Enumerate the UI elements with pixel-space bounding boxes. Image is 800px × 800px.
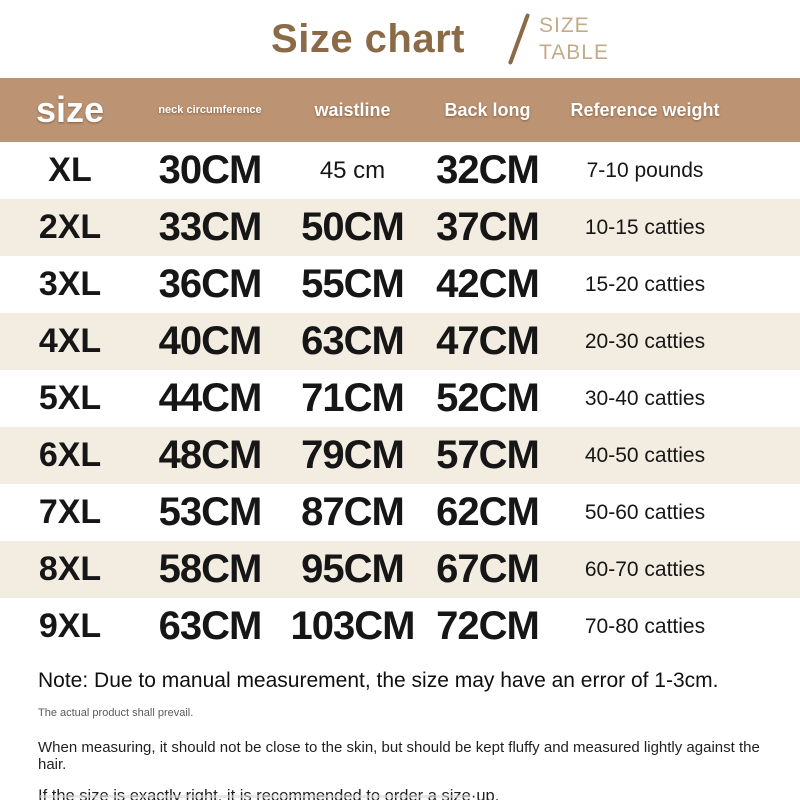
table-row: 8XL 58CM 95CM 67CM 60-70 catties xyxy=(0,541,800,598)
cell-waistline: 79CM xyxy=(301,433,405,477)
note-size-up: If the size is exactly right, it is reco… xyxy=(38,787,500,800)
note-measuring: When measuring, it should not be close t… xyxy=(38,739,760,773)
note-main: Note: Due to manual measurement, the siz… xyxy=(38,669,719,692)
cell-neck-circumference: 33CM xyxy=(158,205,263,249)
cell-back-long: 62CM xyxy=(436,490,540,534)
cell-reference-weight: 70-80 catties xyxy=(584,614,706,638)
cell-waistline: 45 cm xyxy=(319,156,386,184)
subtitle-line-2: TABLE xyxy=(539,41,609,64)
cell-reference-weight: 30-40 catties xyxy=(584,386,706,410)
table-row: 4XL 40CM 63CM 47CM 20-30 catties xyxy=(0,313,800,370)
column-header-reference-weight: Reference weight xyxy=(570,99,720,120)
cell-back-long: 72CM xyxy=(436,604,540,648)
cell-size: 8XL xyxy=(38,550,102,588)
bottom-strip xyxy=(40,795,470,798)
column-header-waistline: waistline xyxy=(314,99,391,120)
cell-size: 5XL xyxy=(38,379,102,417)
cell-neck-circumference: 30CM xyxy=(158,148,263,192)
cell-waistline: 95CM xyxy=(301,547,405,591)
cell-size: XL xyxy=(48,151,92,189)
subtitle-line-1: SIZE xyxy=(539,13,590,37)
column-header-size: size xyxy=(35,89,105,130)
table-row: 6XL 48CM 79CM 57CM 40-50 catties xyxy=(0,427,800,484)
table-row: 9XL 63CM 103CM 72CM 70-80 catties xyxy=(0,598,800,655)
column-header-back-long: Back long xyxy=(444,99,531,120)
cell-neck-circumference: 36CM xyxy=(158,262,263,306)
cell-reference-weight: 20-30 catties xyxy=(584,329,706,353)
cell-neck-circumference: 48CM xyxy=(158,433,263,477)
table-body: XL 30CM 45 cm 32CM 7-10 pounds 2XL 33CM 50CM 37C… xyxy=(0,142,800,655)
cell-neck-circumference: 44CM xyxy=(158,376,263,420)
cell-back-long: 37CM xyxy=(436,205,540,249)
cell-reference-weight: 7-10 pounds xyxy=(586,158,704,182)
slash-divider-icon xyxy=(507,12,531,66)
cell-back-long: 47CM xyxy=(436,319,540,363)
cell-size: 9XL xyxy=(38,607,102,645)
notes-section: Note: Due to manual measurement, the siz… xyxy=(0,655,800,800)
cell-neck-circumference: 40CM xyxy=(158,319,263,363)
table-row: 5XL 44CM 71CM 52CM 30-40 catties xyxy=(0,370,800,427)
cell-back-long: 32CM xyxy=(436,148,540,192)
cell-back-long: 67CM xyxy=(436,547,540,591)
cell-size: 7XL xyxy=(38,493,102,531)
cell-neck-circumference: 58CM xyxy=(158,547,263,591)
cell-back-long: 57CM xyxy=(436,433,540,477)
cell-waistline: 55CM xyxy=(301,262,405,306)
cell-reference-weight: 15-20 catties xyxy=(584,272,706,296)
cell-back-long: 42CM xyxy=(436,262,540,306)
table-row: 7XL 53CM 87CM 62CM 50-60 catties xyxy=(0,484,800,541)
table-row: XL 30CM 45 cm 32CM 7-10 pounds xyxy=(0,142,800,199)
cell-back-long: 52CM xyxy=(436,376,540,420)
note-secondary: The actual product shall prevail. xyxy=(38,707,194,719)
cell-reference-weight: 10-15 catties xyxy=(584,215,706,239)
column-header-neck-circumference: neck circumference xyxy=(158,104,262,116)
cell-waistline: 87CM xyxy=(301,490,405,534)
table-header: size neck circumference waistline Back l… xyxy=(0,78,800,142)
cell-size: 3XL xyxy=(38,265,102,303)
cell-waistline: 63CM xyxy=(301,319,405,363)
cell-neck-circumference: 63CM xyxy=(158,604,263,648)
cell-waistline: 71CM xyxy=(301,376,405,420)
title-block: Size chart SIZE TABLE xyxy=(0,0,800,78)
page-subtitle: SIZE TABLE xyxy=(539,12,609,67)
page-title: Size chart xyxy=(271,16,465,61)
cell-waistline: 103CM xyxy=(290,604,416,648)
cell-waistline: 50CM xyxy=(301,205,405,249)
cell-neck-circumference: 53CM xyxy=(158,490,263,534)
cell-size: 6XL xyxy=(38,436,102,474)
table-row: 3XL 36CM 55CM 42CM 15-20 catties xyxy=(0,256,800,313)
cell-size: 4XL xyxy=(38,322,102,360)
cell-reference-weight: 60-70 catties xyxy=(584,557,706,581)
table-row: 2XL 33CM 50CM 37CM 10-15 catties xyxy=(0,199,800,256)
cell-reference-weight: 40-50 catties xyxy=(584,443,706,467)
cell-size: 2XL xyxy=(38,208,102,246)
cell-reference-weight: 50-60 catties xyxy=(584,500,706,524)
